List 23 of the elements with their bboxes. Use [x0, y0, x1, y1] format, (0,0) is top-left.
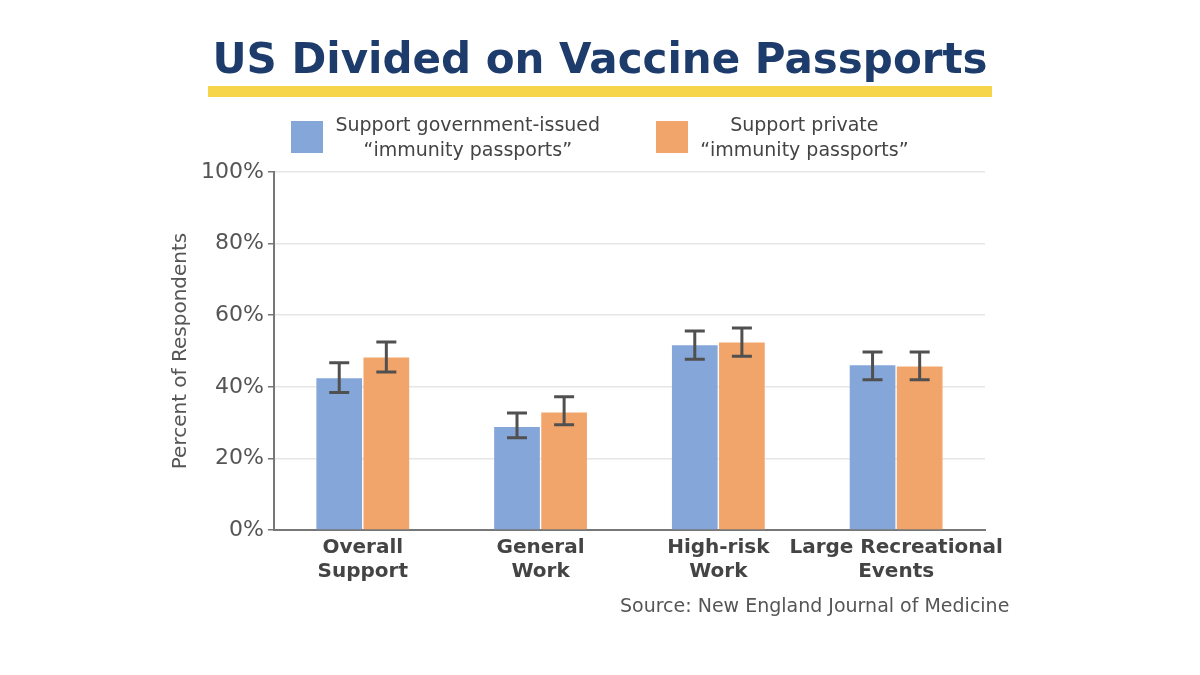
x-tick-label: General Work: [496, 534, 585, 583]
source-note: Source: New England Journal of Medicine: [620, 594, 1010, 616]
bar: [719, 342, 765, 530]
x-tick-label: Large Recreational Events: [789, 534, 1003, 583]
y-tick-label: 20%: [214, 444, 264, 470]
bar: [316, 378, 363, 530]
y-tick-label: 80%: [214, 229, 264, 255]
y-tick-label: 40%: [214, 372, 264, 398]
x-tick-label: High-risk Work: [667, 534, 771, 583]
legend-label: Support government-issued “immunity passports”: [335, 112, 601, 162]
x-tick-label: Overall Support: [317, 534, 409, 583]
chart-title: US Divided on Vaccine Passports: [208, 34, 992, 97]
bar: [849, 365, 896, 530]
y-tick-label: 100%: [200, 157, 264, 183]
bar: [363, 357, 410, 530]
y-tick-label: 0%: [228, 515, 264, 541]
legend-label: Support private “immunity passports”: [700, 112, 909, 162]
bar: [896, 366, 943, 530]
bar: [494, 426, 540, 530]
bar: [671, 345, 718, 530]
y-tick-label: 60%: [214, 300, 264, 326]
bar: [541, 412, 587, 530]
y-axis-title: Percent of Respondents: [167, 232, 192, 470]
